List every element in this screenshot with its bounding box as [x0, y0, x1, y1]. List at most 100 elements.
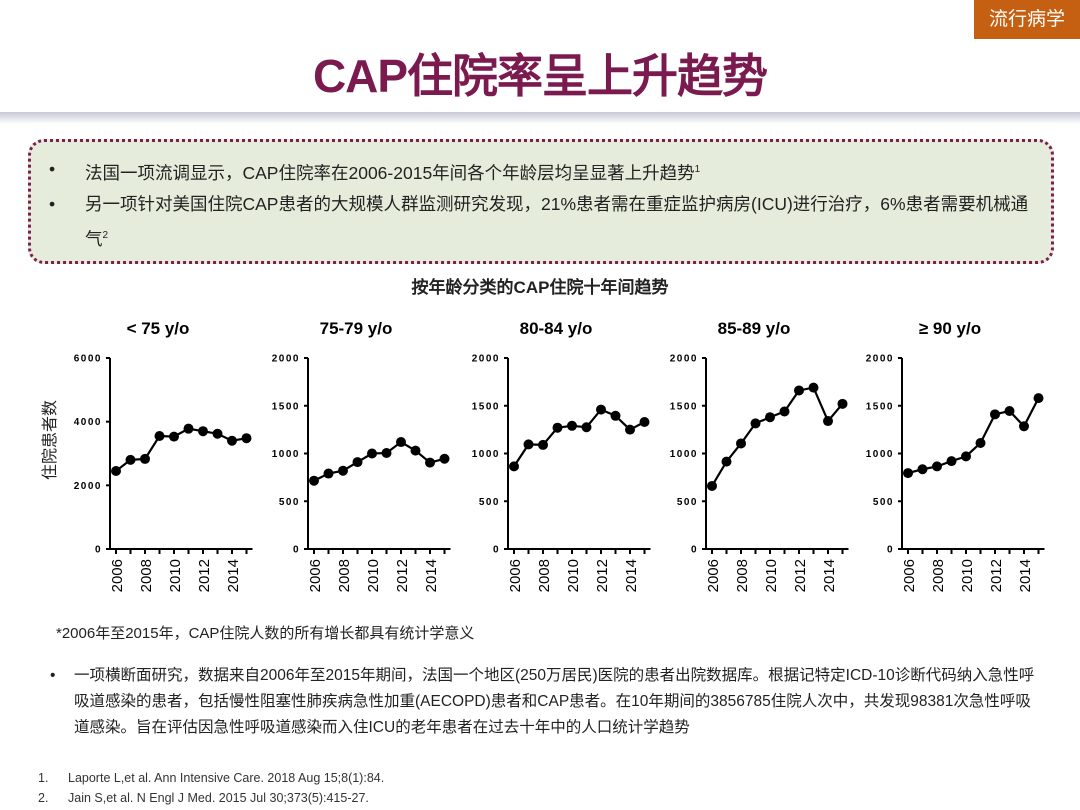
x-tick-label: 2008 — [336, 559, 353, 592]
data-point — [439, 453, 450, 464]
x-tick-label: 2008 — [536, 559, 553, 592]
reference-item: 2. Jain S,et al. N Engl J Med. 2015 Jul 3… — [38, 791, 369, 805]
data-point — [581, 422, 592, 433]
y-tick-label: 500 — [873, 497, 894, 508]
data-point — [198, 426, 208, 437]
chart-title: ≥ 90 y/o — [919, 319, 981, 338]
description-text: 一项横断面研究，数据来自2006年至2015年期间，法国一个地区(250万居民)… — [74, 667, 1035, 736]
data-point — [552, 422, 563, 433]
x-tick-label: 2014 — [225, 559, 242, 592]
y-tick-label: 0 — [887, 545, 894, 556]
data-point — [241, 433, 252, 444]
line-chart-3: 85-89 y/o 0 500 1000 1500 2000 2006 2008 2010 201… — [670, 319, 849, 592]
key-points-box: • 法国一项流调显示，CAP住院率在2006-2015年间各个年龄层均呈显著上升趋… — [28, 139, 1054, 264]
x-tick-label: 2006 — [507, 559, 524, 592]
x-tick-label: 2006 — [901, 559, 918, 592]
bullet-item: • 另一项针对美国住院CAP患者的大规模人群监测研究发现，21%患者需在重症监护病… — [49, 193, 1029, 249]
y-tick-label: 0 — [293, 545, 300, 556]
data-point — [946, 456, 957, 467]
slide-header — [0, 0, 1080, 116]
citation: 2 — [102, 229, 109, 241]
data-point — [837, 398, 848, 409]
data-point — [338, 465, 348, 476]
data-point — [523, 439, 534, 450]
data-point — [154, 430, 165, 441]
y-tick-label: 1500 — [472, 401, 500, 412]
data-point — [309, 475, 319, 486]
x-tick-label: 2010 — [365, 559, 382, 592]
y-tick-label: 0 — [493, 545, 500, 556]
references: 1. Laporte L,et al. Ann Intensive Care. 2… — [38, 768, 384, 808]
charts-panel: < 75 y/o 0 2000 4000 6000 2006 2008 2010 2012 201… — [74, 319, 1045, 592]
line-chart-4: ≥ 90 y/o 0 500 1000 1500 2000 2006 2008 2010 2012… — [866, 319, 1045, 592]
x-tick-label: 2006 — [705, 559, 722, 592]
page-title: CAP住院率呈上升趋势 — [312, 50, 768, 102]
data-point — [227, 435, 237, 446]
data-point — [596, 404, 606, 415]
data-point — [396, 437, 406, 448]
y-tick-label: 500 — [677, 497, 698, 508]
data-point — [538, 439, 548, 450]
bullet-text: 另一项针对美国住院CAP患者的大规模人群监测研究发现，21%患者需在重症监护病房… — [85, 193, 1029, 249]
header-divider — [0, 112, 1080, 124]
data-point — [990, 409, 1000, 420]
data-point — [779, 406, 790, 417]
x-tick-label: 2008 — [734, 559, 751, 592]
data-point — [169, 431, 179, 442]
x-tick-label: 2014 — [821, 559, 838, 592]
data-point — [509, 461, 519, 472]
x-tick-label: 2014 — [623, 559, 640, 592]
data-point — [1004, 406, 1015, 417]
y-tick-label: 2000 — [472, 354, 500, 365]
data-point — [736, 438, 746, 449]
x-tick-label: 2008 — [138, 559, 155, 592]
data-point — [975, 437, 986, 448]
data-point — [183, 423, 194, 434]
y-tick-label: 1000 — [472, 449, 500, 460]
x-tick-label: 2014 — [1017, 559, 1034, 592]
x-tick-label: 2012 — [988, 559, 1005, 592]
series-line — [907, 397, 1040, 475]
data-point — [639, 416, 650, 427]
x-tick-label: 2012 — [594, 559, 611, 592]
x-tick-label: 2010 — [959, 559, 976, 592]
series-line — [313, 440, 445, 482]
data-point — [1033, 393, 1044, 404]
x-tick-label: 2010 — [167, 559, 184, 592]
data-point — [707, 480, 717, 491]
y-tick-label: 500 — [479, 497, 500, 508]
data-point — [823, 416, 833, 427]
y-tick-label: 2000 — [670, 354, 698, 365]
series-line — [115, 427, 247, 472]
data-point — [625, 424, 635, 435]
y-tick-label: 6000 — [74, 354, 102, 365]
data-point — [721, 456, 732, 467]
y-tick-label: 500 — [279, 497, 300, 508]
section-tag: 流行病学 — [974, 0, 1080, 39]
line-chart-0: < 75 y/o 0 2000 4000 6000 2006 2008 2010 2012 201… — [74, 319, 253, 592]
y-tick-label: 1000 — [272, 449, 300, 460]
y-tick-label: 1500 — [670, 401, 698, 412]
x-tick-label: 2012 — [196, 559, 213, 592]
y-tick-label: 1000 — [866, 449, 894, 460]
data-point — [140, 453, 150, 464]
data-point — [352, 457, 363, 468]
data-point — [323, 468, 334, 479]
data-point — [1019, 421, 1029, 432]
line-chart-1: 75-79 y/o 0 500 1000 1500 2000 2006 2008 2010 201… — [272, 319, 451, 592]
y-tick-label: 1500 — [272, 401, 300, 412]
data-point — [808, 382, 819, 393]
chart-group-title: 按年龄分类的CAP住院十年间趋势 — [411, 278, 669, 297]
data-point — [961, 451, 971, 462]
y-tick-label: 1000 — [670, 449, 698, 460]
bullet-text: 法国一项流调显示，CAP住院率在2006-2015年间各个年龄层均呈显著上升趋势 — [85, 162, 695, 183]
x-tick-label: 2014 — [423, 559, 440, 592]
data-point — [111, 466, 121, 477]
y-tick-label: 4000 — [74, 417, 102, 428]
x-tick-label: 2012 — [792, 559, 809, 592]
data-point — [750, 418, 761, 429]
y-tick-label: 0 — [95, 545, 102, 556]
chart-title: 75-79 y/o — [320, 319, 393, 338]
footnote: *2006年至2015年，CAP住院人数的所有增长都具有统计学意义 — [56, 625, 475, 642]
y-tick-label: 1500 — [866, 401, 894, 412]
